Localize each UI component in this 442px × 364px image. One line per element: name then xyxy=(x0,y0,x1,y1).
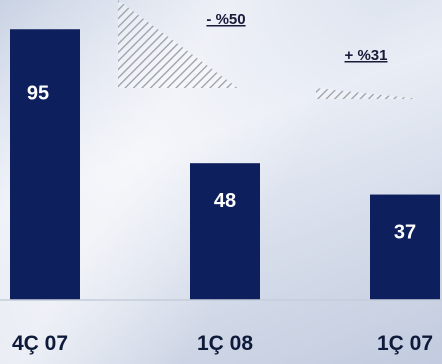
bar xyxy=(370,194,440,300)
change-annotation: - %50 xyxy=(206,11,245,28)
bar xyxy=(10,29,80,300)
data-label: 48 xyxy=(214,190,236,212)
x-tick-label: 4Ç 07 xyxy=(12,332,68,355)
change-annotation: + %31 xyxy=(345,47,388,64)
decrease-indicator xyxy=(118,0,238,88)
bar xyxy=(190,163,260,300)
x-tick-label: 1Ç 08 xyxy=(197,332,253,355)
data-label: 37 xyxy=(394,222,416,244)
x-tick-label: 1Ç 07 xyxy=(377,332,433,355)
increase-indicator xyxy=(316,88,420,99)
data-label: 95 xyxy=(27,82,49,104)
